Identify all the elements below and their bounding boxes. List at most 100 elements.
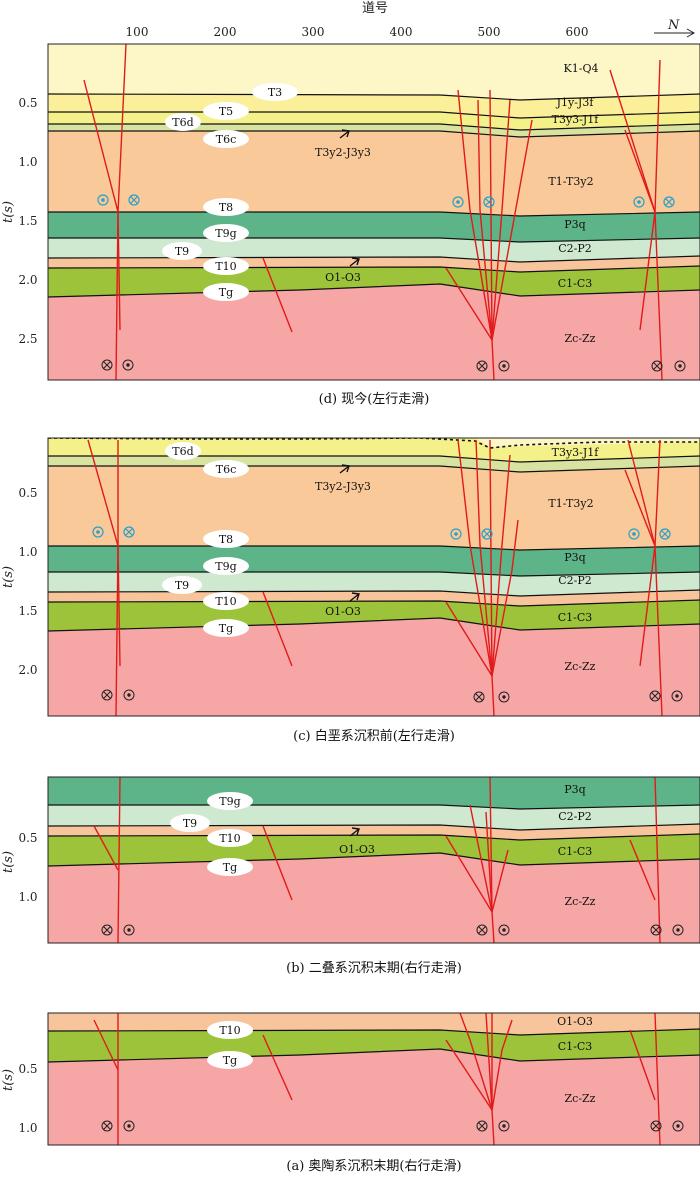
fault-lines xyxy=(83,44,663,380)
horizon-label: T3 xyxy=(268,86,282,99)
panel-a: T10 Tg O1-O3 C1-C3 Zc-Zz 0.5 1.0 t(s) (a… xyxy=(1,1012,700,1174)
formation-label: C2-P2 xyxy=(558,810,592,823)
panel-b: T9g T9 T10 Tg P3q C2-P2 O1-O3 C1-C3 Zc-Z… xyxy=(1,776,700,976)
svg-text:0.5: 0.5 xyxy=(18,831,37,845)
horizon-label: T9g xyxy=(215,227,236,240)
formation-label: T3y2-J3y3 xyxy=(315,146,371,159)
formation-label: P3q xyxy=(564,218,585,231)
svg-text:0.5: 0.5 xyxy=(18,486,37,500)
strike-slip-symbols xyxy=(101,924,684,936)
panel-caption: (a) 奥陶系沉积末期(右行走滑) xyxy=(286,1158,461,1174)
fault-lines xyxy=(87,439,663,716)
flow-arrows xyxy=(339,129,360,267)
horizon-label: T10 xyxy=(215,260,236,273)
horizon-label: T9 xyxy=(175,245,189,258)
formation-label: O1-O3 xyxy=(325,271,361,284)
formation-label: Zc-Zz xyxy=(565,1092,596,1105)
formation-label: C1-C3 xyxy=(558,611,593,624)
svg-text:N: N xyxy=(667,18,680,33)
horizon-labels: T6d T6c T8 T9g T9 T10 Tg xyxy=(162,442,249,637)
y-axis-title: t(s) xyxy=(1,1069,16,1091)
panel-caption: (c) 白垩系沉积前(左行走滑) xyxy=(293,728,455,744)
horizon-labels: T3 T5 T6d T6c T8 T9g T9 T10 Tg xyxy=(162,83,298,301)
svg-text:2.5: 2.5 xyxy=(18,332,37,346)
svg-text:1.5: 1.5 xyxy=(18,214,37,228)
panel-c: T6d T6c T8 T9g T9 T10 Tg T3y3-J1f T3y2-J… xyxy=(1,437,700,744)
top-tick: 600 xyxy=(566,25,589,39)
panel-caption: (b) 二叠系沉积末期(右行走滑) xyxy=(286,961,462,976)
svg-text:0.5: 0.5 xyxy=(18,96,37,110)
svg-text:1.0: 1.0 xyxy=(18,890,37,904)
panel-d: T3 T5 T6d T6c T8 T9g T9 T10 Tg K1-Q4 J1y… xyxy=(1,43,700,407)
horizon-label: T8 xyxy=(219,533,233,546)
formation-label: Zc-Zz xyxy=(565,332,596,345)
horizon-label: T8 xyxy=(219,201,233,214)
top-tick: 400 xyxy=(390,25,413,39)
svg-text:1.5: 1.5 xyxy=(18,604,37,618)
formation-labels: P3q C2-P2 O1-O3 C1-C3 Zc-Zz xyxy=(339,783,596,908)
horizon-label: T9g xyxy=(219,795,240,808)
y-axis-title: t(s) xyxy=(1,566,16,588)
formation-label: C2-P2 xyxy=(558,242,592,255)
horizon-label: T10 xyxy=(219,1024,240,1037)
formation-label: T1-T3y2 xyxy=(548,175,593,188)
horizon-label: T10 xyxy=(219,832,240,845)
formation-label: Zc-Zz xyxy=(565,660,596,673)
y-axis-title: t(s) xyxy=(1,851,16,873)
formation-label: C1-C3 xyxy=(558,1040,593,1053)
formation-label: C1-C3 xyxy=(558,277,593,290)
formation-label: T3y2-J3y3 xyxy=(315,480,371,493)
strike-slip-symbols xyxy=(97,194,686,372)
formation-label: T1-T3y2 xyxy=(548,497,593,510)
formation-labels: K1-Q4 J1y-J3f T3y3-J1f T3y2-J3y3 T1-T3y2… xyxy=(315,62,599,345)
svg-text:2.0: 2.0 xyxy=(18,663,37,677)
formation-label: Zc-Zz xyxy=(565,895,596,908)
horizon-label: T6d xyxy=(172,116,193,129)
horizon-label: T6c xyxy=(216,463,237,476)
svg-text:0.5: 0.5 xyxy=(18,1062,37,1076)
svg-text:2.0: 2.0 xyxy=(18,273,37,287)
top-tick: 500 xyxy=(478,25,501,39)
north-arrow-icon: N xyxy=(654,18,696,38)
horizon-label: T5 xyxy=(219,105,233,118)
formation-label: P3q xyxy=(564,551,585,564)
horizon-labels: T10 Tg xyxy=(207,1021,253,1069)
y-axis-c: 0.5 1.0 1.5 2.0 t(s) xyxy=(1,486,38,677)
top-axis: 道号 100 200 300 400 500 600 N xyxy=(126,1,696,39)
top-tick: 100 xyxy=(126,25,149,39)
formation-label: C1-C3 xyxy=(558,845,593,858)
y-axis-b: 0.5 1.0 t(s) xyxy=(1,831,38,904)
formation-label: P3q xyxy=(564,783,585,796)
horizon-label: T9 xyxy=(183,817,197,830)
formation-label: T3y3-J1f xyxy=(552,113,600,126)
horizon-labels: T9g T9 T10 Tg xyxy=(170,792,253,876)
horizon-label: T9g xyxy=(215,560,236,573)
y-axis-d: 0.5 1.0 1.5 2.0 2.5 t(s) xyxy=(1,96,38,346)
svg-text:1.0: 1.0 xyxy=(18,545,37,559)
y-axis-a: 0.5 1.0 t(s) xyxy=(1,1062,38,1135)
svg-text:1.0: 1.0 xyxy=(18,155,37,169)
horizon-label: Tg xyxy=(219,286,233,299)
svg-text:1.0: 1.0 xyxy=(18,1121,37,1135)
y-axis-title: t(s) xyxy=(1,201,16,223)
top-tick: 200 xyxy=(214,25,237,39)
formation-label: K1-Q4 xyxy=(564,62,599,75)
top-tick: 300 xyxy=(302,25,325,39)
horizon-label: Tg xyxy=(223,861,237,874)
horizon-label: T6d xyxy=(172,445,193,458)
axis-title-trace-number: 道号 xyxy=(362,1,388,16)
formation-labels: T3y3-J1f T3y2-J3y3 T1-T3y2 P3q C2-P2 O1-… xyxy=(315,446,599,673)
horizon-label: Tg xyxy=(223,1054,237,1067)
strike-slip-symbols xyxy=(92,526,683,703)
formation-label: J1y-J3f xyxy=(556,96,595,109)
horizon-label: Tg xyxy=(219,622,233,635)
formation-label: O1-O3 xyxy=(325,605,361,618)
formation-labels: O1-O3 C1-C3 Zc-Zz xyxy=(557,1015,596,1105)
formation-label: O1-O3 xyxy=(339,843,375,856)
formation-label: O1-O3 xyxy=(557,1015,593,1028)
strike-slip-symbols xyxy=(101,1120,684,1132)
flow-arrows xyxy=(339,464,360,602)
horizon-label: T10 xyxy=(215,595,236,608)
horizon-label: T9 xyxy=(175,579,189,592)
